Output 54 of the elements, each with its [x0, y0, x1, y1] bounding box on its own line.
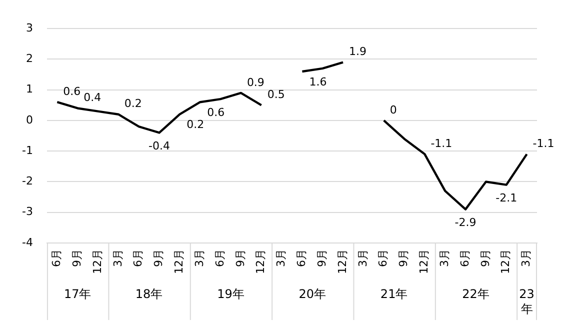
- y-tick-label: 1: [26, 82, 33, 96]
- x-tick-label: 3月: [356, 249, 370, 268]
- x-tick-label: 12月: [499, 249, 512, 274]
- x-tick-label: 9月: [70, 249, 84, 268]
- x-tick-label: 12月: [90, 249, 104, 274]
- data-label: -1.1: [430, 137, 452, 150]
- x-tick-label: 6月: [376, 249, 390, 268]
- x-tick-label: 12月: [172, 249, 186, 274]
- text: 17年: [64, 287, 92, 302]
- data-label: -2.1: [496, 192, 518, 205]
- x-tick-label: 6月: [295, 249, 308, 268]
- data-label: 0.2: [186, 118, 204, 132]
- x-tick-label: 12月: [254, 249, 268, 274]
- x-tick-label: 3月: [274, 249, 288, 268]
- data-label: -0.4: [148, 140, 170, 153]
- y-tick-label: 0: [26, 113, 33, 126]
- data-label: 0: [390, 103, 397, 116]
- x-tick-label: 6月: [132, 249, 145, 268]
- x-tick-label: 3月: [111, 249, 124, 268]
- y-tick-label: -3: [22, 205, 33, 218]
- data-label: 1.9: [349, 45, 367, 58]
- x-tick-label: 9月: [315, 249, 328, 268]
- x-tick-label: 9月: [478, 249, 492, 268]
- data-label: 0.6: [207, 106, 225, 119]
- text: 20年: [298, 287, 326, 302]
- x-tick-label: 9月: [234, 249, 247, 268]
- text: 23年: [519, 287, 534, 316]
- x-tick-label: 9月: [152, 249, 166, 268]
- text: 18年: [135, 287, 163, 302]
- data-label: -1.1: [532, 137, 554, 150]
- y-tick-label: -2: [22, 174, 33, 188]
- x-tick-label: 6月: [50, 249, 64, 268]
- x-tick-label: 3月: [520, 249, 533, 268]
- x-tick-label: 6月: [458, 249, 472, 268]
- data-label: 0.2: [124, 97, 142, 110]
- y-tick-label: -1: [22, 144, 33, 157]
- x-tick-label: 3月: [192, 249, 206, 268]
- text: 19年: [217, 287, 244, 302]
- y-tick-label: -4: [22, 236, 33, 249]
- y-tick-label: 2: [26, 52, 33, 66]
- y-tick-label: 3: [26, 21, 33, 34]
- text: 21年: [380, 287, 408, 302]
- data-label: -2.9: [454, 216, 476, 230]
- x-tick-label: 9月: [397, 249, 410, 268]
- x-tick-label: 12月: [418, 249, 431, 274]
- data-label: 0.9: [246, 76, 264, 89]
- text: 22年: [462, 287, 490, 302]
- data-label: 0.6: [63, 84, 81, 98]
- data-label: 0.4: [84, 91, 102, 104]
- x-tick-label: 3月: [438, 249, 451, 268]
- data-label: 1.6: [309, 75, 327, 88]
- data-label: 0.5: [267, 88, 285, 102]
- x-tick-label: 12月: [336, 249, 349, 274]
- x-tick-label: 6月: [213, 249, 226, 268]
